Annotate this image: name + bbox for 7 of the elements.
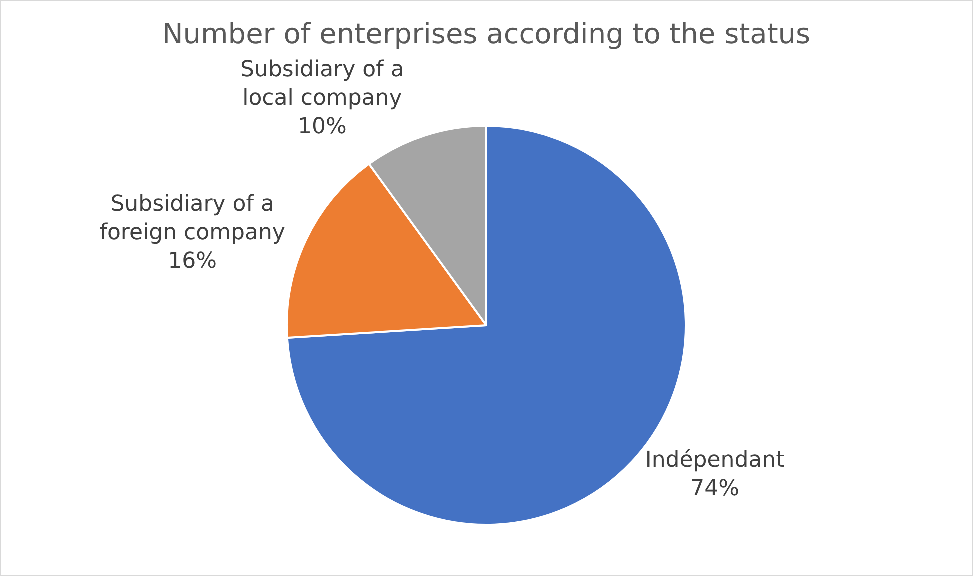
data-label: 10% bbox=[298, 114, 347, 140]
chart-title: Number of enterprises according to the status bbox=[162, 18, 811, 51]
data-label: 74% bbox=[690, 476, 740, 502]
data-label: 16% bbox=[168, 249, 218, 274]
slice-label: Subsidiary of a foreign company bbox=[100, 192, 286, 246]
slice-label: Indépendant bbox=[645, 448, 786, 473]
slice-label: Subsidiary of a local company bbox=[240, 57, 404, 112]
